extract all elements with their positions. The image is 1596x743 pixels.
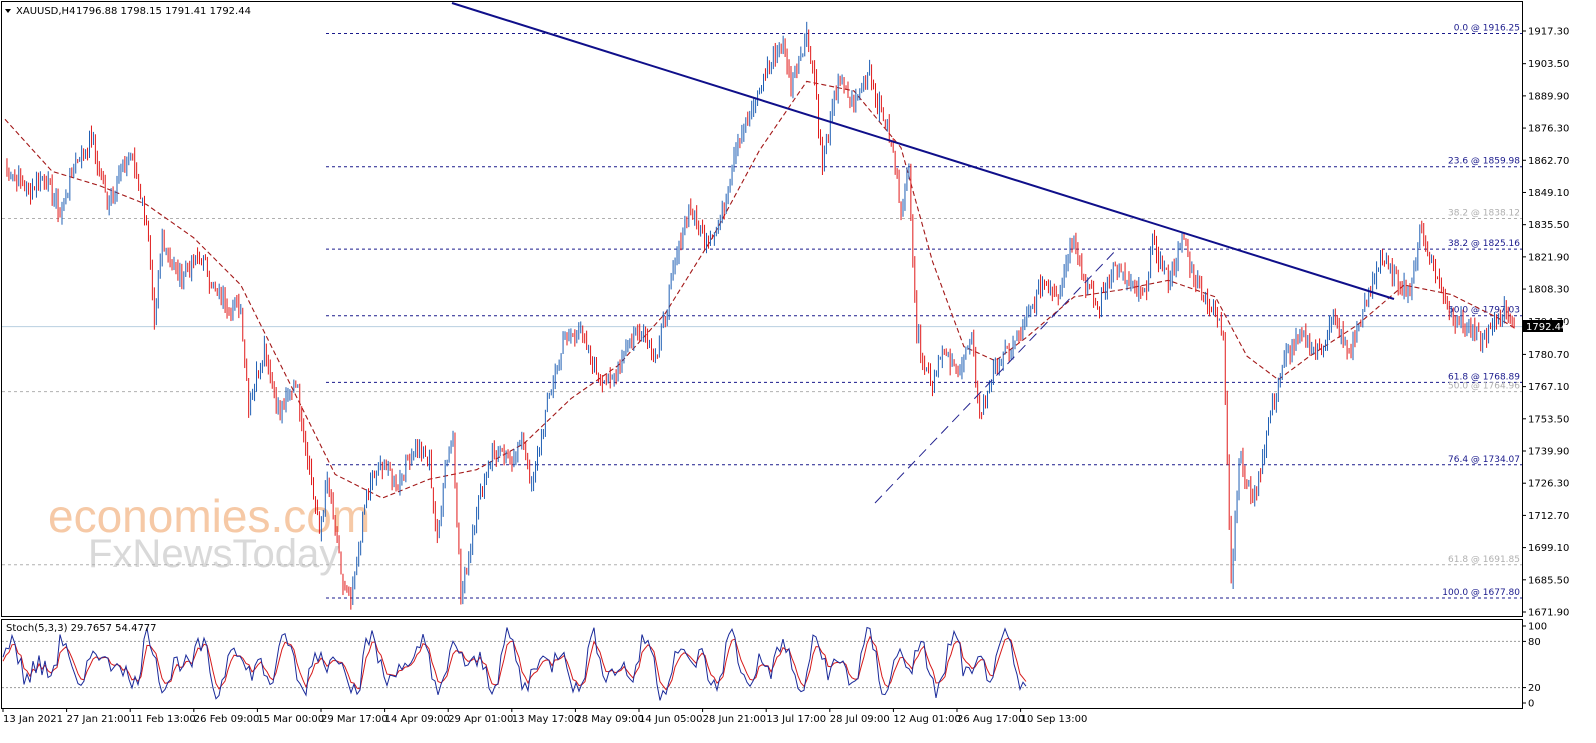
- y-tick-label: 1889.90: [1528, 91, 1569, 102]
- x-tick-label: 28 Jun 21:00: [703, 714, 767, 725]
- x-tick-label: 28 May 09:00: [575, 714, 644, 725]
- x-tick-label: 29 Apr 01:00: [448, 714, 513, 725]
- x-tick-label: 28 Jul 09:00: [830, 714, 890, 725]
- fib-label: 38.2 @ 1825.16: [1448, 239, 1520, 249]
- y-tick-label: 1876.30: [1528, 124, 1569, 135]
- y-tick-label: 1821.90: [1528, 252, 1569, 263]
- x-tick-label: 13 May 17:00: [512, 714, 581, 725]
- y-tick-label: 1808.30: [1528, 285, 1569, 296]
- y-tick-label: 1726.30: [1528, 479, 1569, 490]
- descending-trendline: [451, 2, 1395, 300]
- fib-label: 76.4 @ 1734.07: [1448, 455, 1520, 465]
- fib-label: 100.0 @ 1677.80: [1442, 588, 1520, 598]
- stoch-label: Stoch(5,3,3) 29.7657 54.4777: [6, 623, 157, 634]
- x-tick-label: 14 Apr 09:00: [385, 714, 450, 725]
- current-price-label: 1792.44: [1526, 322, 1567, 333]
- ohlc-header: 1796.88 1798.15 1791.41 1792.44: [76, 6, 251, 17]
- x-tick-label: 15 Mar 00:00: [257, 714, 324, 725]
- x-tick-label: 10 Sep 13:00: [1021, 714, 1088, 725]
- y-tick-label: 1862.70: [1528, 156, 1569, 167]
- y-tick-label: 1739.90: [1528, 447, 1569, 458]
- y-tick-label: 1917.30: [1528, 27, 1569, 38]
- fib-label: 38.2 @ 1838.12: [1448, 208, 1520, 218]
- y-tick-label: 1903.50: [1528, 59, 1569, 70]
- y-tick-label: 1699.10: [1528, 543, 1569, 554]
- x-tick-label: 29 Mar 17:00: [321, 714, 388, 725]
- ascending-trendline: [874, 247, 1119, 504]
- fib-label: 23.6 @ 1859.98: [1448, 157, 1520, 167]
- y-tick-label: 1712.70: [1528, 511, 1569, 522]
- x-tick-label: 14 Jun 05:00: [639, 714, 703, 725]
- fib-label: 61.8 @ 1691.85: [1448, 555, 1520, 565]
- fib-label: 0.0 @ 1916.25: [1454, 23, 1520, 33]
- current-price-box: [1523, 320, 1563, 332]
- x-tick-label: 11 Feb 13:00: [130, 714, 196, 725]
- y-tick-label: 1671.90: [1528, 608, 1569, 619]
- y-tick-label: 1685.50: [1528, 575, 1569, 586]
- y-tick-label: 1753.50: [1528, 414, 1569, 425]
- stoch-tick-label: 20: [1528, 683, 1541, 694]
- stoch-main-line: [2, 626, 1027, 701]
- stoch-tick-label: 0: [1528, 699, 1534, 710]
- stoch-panel-frame: [1, 619, 1523, 709]
- dropdown-triangle-icon[interactable]: [5, 9, 11, 13]
- stoch-signal-line: [2, 635, 1027, 691]
- stochastic-oscillator: 100 80 20 0: [2, 622, 1547, 710]
- watermark-line2: FxNewsToday: [88, 532, 339, 576]
- x-tick-label: 13 Jul 17:00: [766, 714, 826, 725]
- symbol-header: XAUUSD,H4: [16, 6, 75, 17]
- watermark-line1: economies.com: [48, 490, 370, 542]
- stoch-tick-label: 100: [1528, 622, 1547, 633]
- x-tick-label: 26 Feb 09:00: [194, 714, 260, 725]
- y-tick-label: 1849.10: [1528, 188, 1569, 199]
- candles: [6, 21, 1515, 610]
- moving-average-line: [4, 80, 1515, 499]
- y-tick-label: 1780.70: [1528, 350, 1569, 361]
- x-tick-label: 26 Aug 17:00: [957, 714, 1024, 725]
- x-tick-label: 27 Jan 21:00: [67, 714, 130, 725]
- y-tick-label: 1835.50: [1528, 220, 1569, 231]
- x-tick-label: 12 Aug 01:00: [893, 714, 960, 725]
- y-tick-label: 1767.10: [1528, 382, 1569, 393]
- stoch-tick-label: 80: [1528, 637, 1541, 648]
- fib-label: 50.0 @ 1764.96: [1448, 382, 1520, 392]
- trendlines: [451, 2, 1395, 504]
- main-panel-frame: [1, 1, 1523, 617]
- x-tick-label: 13 Jan 2021: [3, 714, 63, 725]
- fib-label: 61.8 @ 1768.89: [1448, 372, 1520, 382]
- moving-average: [4, 80, 1515, 499]
